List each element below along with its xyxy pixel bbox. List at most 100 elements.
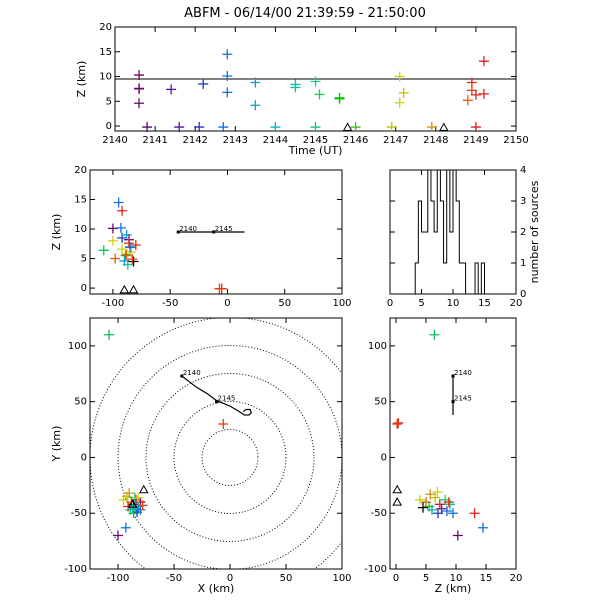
panel-time-height: 2140 2141 2142 2143 2144 2145 2146 2147 2148 2149… (75, 22, 529, 157)
track-marker (451, 374, 455, 378)
histogram-bin (450, 232, 453, 294)
histogram-bin (440, 201, 443, 294)
x-tick-label: 2145 (303, 135, 328, 146)
source-point (123, 501, 134, 512)
x-tick-label: -100 (102, 298, 125, 309)
source-point (113, 197, 124, 208)
y-tick-label: 20 (99, 22, 112, 33)
source-point (123, 238, 134, 249)
source-point (127, 254, 138, 265)
x-tick-label: 5 (418, 298, 424, 309)
source-point (393, 417, 404, 428)
histogram-bin (431, 201, 434, 294)
range-ring (201, 428, 259, 486)
histogram-bin (453, 170, 456, 294)
source-point (133, 492, 144, 503)
x-tick-label: 50 (280, 573, 293, 584)
figure-title: ABFM - 06/14/00 21:39:59 - 21:50:00 (184, 6, 426, 21)
source-point (448, 508, 458, 519)
source-point (445, 499, 455, 510)
y-tick-label: 2 (520, 227, 526, 238)
source-point (194, 122, 205, 133)
source-point (270, 122, 281, 133)
y-axis-label: Y (km) (50, 426, 63, 463)
histogram-bin (462, 263, 465, 294)
track-label: 2140 (454, 369, 472, 377)
x-axis-label: Z (km) (435, 582, 472, 595)
y-tick-label: 5 (106, 96, 112, 107)
x-tick-label: 2147 (383, 135, 408, 146)
source-point (452, 530, 463, 541)
range-rings (90, 318, 342, 569)
histogram-bin (428, 170, 431, 294)
x-tick-label: 2144 (263, 135, 288, 146)
x-tick-label: 2148 (423, 135, 448, 146)
panel-x-z: -100 -50 0 50 100 0 5 10 15 20 Z (km) 2140 2145 (50, 165, 352, 309)
source-point (110, 253, 121, 264)
x-tick-label: 100 (332, 573, 351, 584)
x-tick-label: 2146 (343, 135, 368, 146)
panel-plan: -100 -50 0 50 100 -100 -50 0 50 100 X (km) Y (km) 21… (50, 317, 352, 595)
x-tick-label: 20 (510, 573, 523, 584)
histogram-bin (434, 232, 437, 294)
source-point (222, 49, 233, 60)
track-marker (212, 230, 216, 234)
y-axis-label: Z (km) (50, 214, 63, 251)
histogram-bin (418, 201, 421, 294)
x-tick-label: 100 (332, 298, 351, 309)
histogram-bin (481, 263, 484, 294)
histogram-steps (414, 169, 485, 295)
source-point (128, 256, 139, 267)
histogram-bin (422, 232, 425, 294)
source-point (478, 88, 489, 99)
source-point (137, 500, 148, 511)
track-label: 2140 (183, 369, 201, 377)
plot-frame (389, 317, 517, 570)
x-tick-label: -100 (107, 573, 130, 584)
histogram-bin (425, 232, 428, 294)
histogram-bin (456, 201, 459, 294)
source-point (198, 78, 209, 89)
source-point (334, 92, 345, 103)
y-tick-label: 5 (81, 254, 87, 265)
source-point (398, 87, 409, 98)
y-tick-label: 10 (74, 224, 87, 235)
x-tick-label: 10 (450, 573, 463, 584)
source-point (125, 242, 136, 253)
y-tick-label: 0 (81, 452, 87, 463)
source-point (222, 87, 233, 98)
source-point (469, 508, 480, 519)
track-marker (451, 400, 455, 404)
x-tick-label: 2140 (102, 135, 127, 146)
source-point (386, 122, 397, 133)
source-point (418, 502, 428, 513)
y-tick-label: -100 (364, 564, 387, 575)
source-point (115, 222, 126, 233)
y-tick-label: 0 (520, 289, 526, 300)
source-point (478, 56, 489, 67)
x-axis-label: X (km) (198, 582, 235, 595)
y-tick-label: 3 (520, 196, 526, 207)
x-tick-label: 15 (480, 573, 493, 584)
x-tick-label: 0 (387, 298, 393, 309)
range-ring (117, 344, 342, 569)
track-label: 2145 (218, 395, 236, 403)
y-tick-label: 15 (99, 47, 112, 58)
y-tick-label: 1 (520, 258, 526, 269)
y-tick-label: 20 (74, 165, 87, 176)
station-marker (392, 484, 403, 494)
y-tick-label: 50 (374, 397, 387, 408)
range-ring (173, 400, 287, 514)
x-tick-label: 2143 (223, 135, 248, 146)
track-marker (176, 230, 180, 234)
source-point (466, 77, 477, 88)
track-label: 2145 (215, 225, 233, 233)
x-tick-label: 2142 (182, 135, 207, 146)
plot-frame (89, 317, 343, 570)
y-tick-label: 0 (381, 452, 387, 463)
source-point (174, 122, 185, 133)
storm-track (181, 375, 252, 416)
source-point (478, 522, 488, 533)
source-point (470, 89, 481, 100)
